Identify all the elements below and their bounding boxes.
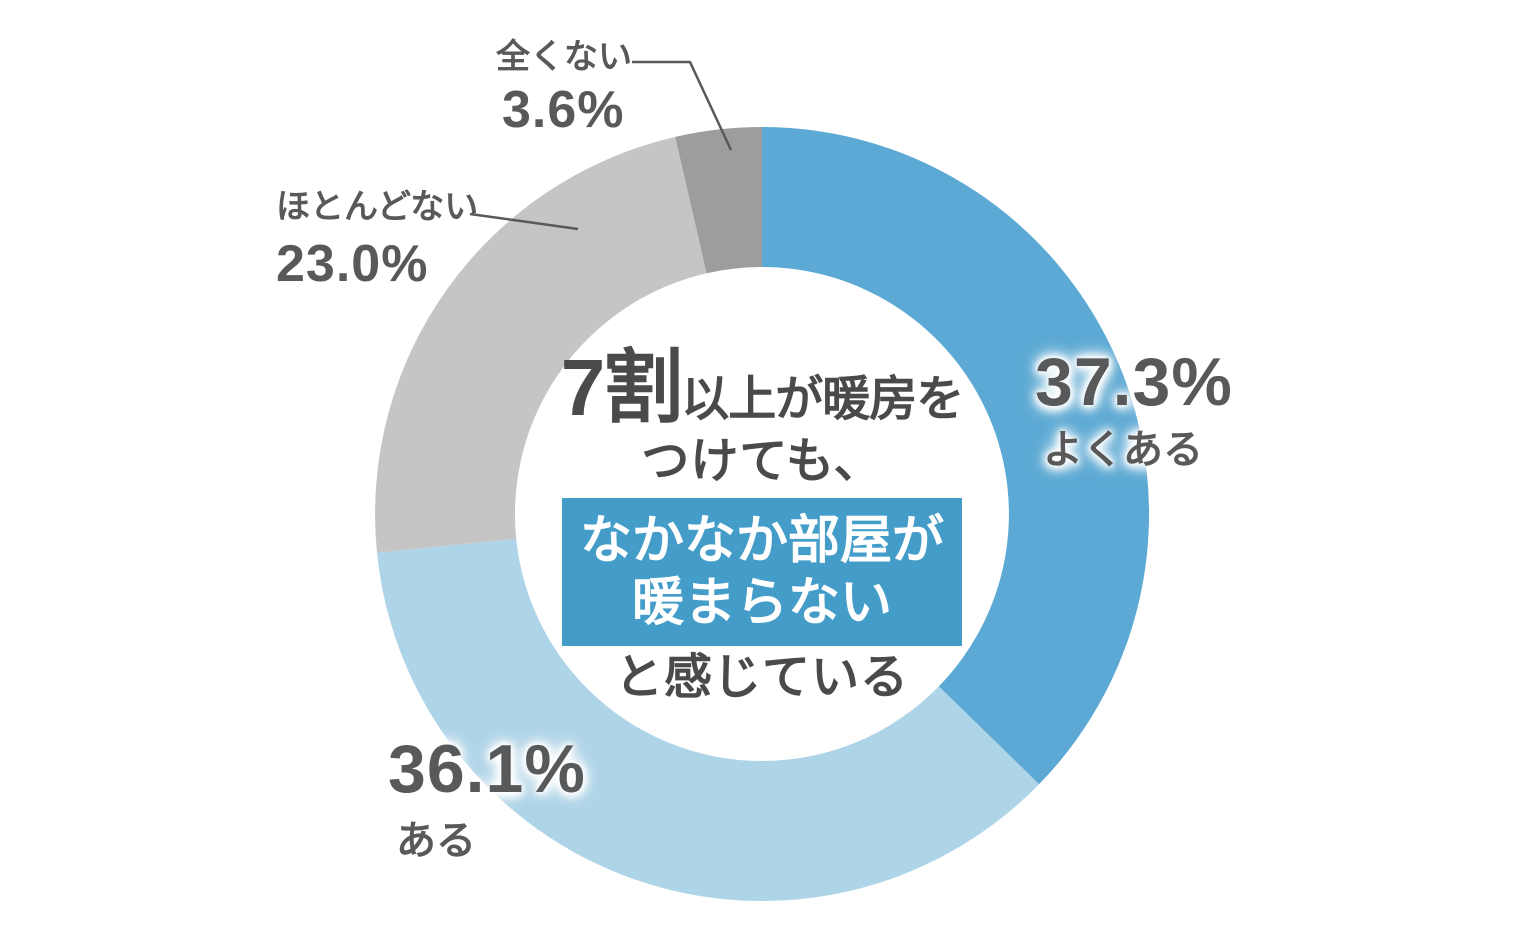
callout-aru: 36.1% ある <box>388 735 586 861</box>
callout-mattakunai: 全くない 3.6% <box>496 40 632 136</box>
percent-yokuaru: 37.3% <box>1035 344 1233 420</box>
label-mattakunai: 全くない <box>496 38 632 76</box>
donut-segment-3 <box>675 127 762 274</box>
donut-segment-2 <box>375 136 707 553</box>
donut-segment-0 <box>762 127 1150 785</box>
headline-line1-rest: 以上が暖房を <box>681 373 964 426</box>
donut-segment-1 <box>377 538 1040 901</box>
headline-line3: と感じている <box>614 651 909 704</box>
label-hotondonai: ほとんどない <box>276 188 479 226</box>
percent-aru: 36.1% <box>388 731 586 807</box>
center-headline: 7割 以上が暖房を つけても、 なかなか部屋が 暖まらない と感じている <box>542 348 982 702</box>
percent-hotondonai: 23.0% <box>276 235 429 293</box>
highlight-text-line2: 暖まらない <box>631 574 892 632</box>
highlight-text-line1: なかなか部屋が <box>579 512 944 570</box>
headline-line2: つけても、 <box>641 435 883 488</box>
label-aru: ある <box>396 819 476 863</box>
percent-mattakunai: 3.6% <box>502 81 625 139</box>
label-yokuaru: よくある <box>1043 428 1203 472</box>
leader-line-mattakunai <box>632 60 733 151</box>
leader-line-hotondonai <box>469 212 579 231</box>
callout-hotondonai: ほとんどない 23.0% <box>276 190 478 290</box>
highlight-box: なかなか部屋が 暖まらない <box>562 498 962 646</box>
headline-emphasis: 7割 <box>560 343 683 432</box>
headline-line1: 7割 以上が暖房を <box>542 348 982 428</box>
callout-yokuaru: 37.3% よくある <box>1035 348 1233 470</box>
